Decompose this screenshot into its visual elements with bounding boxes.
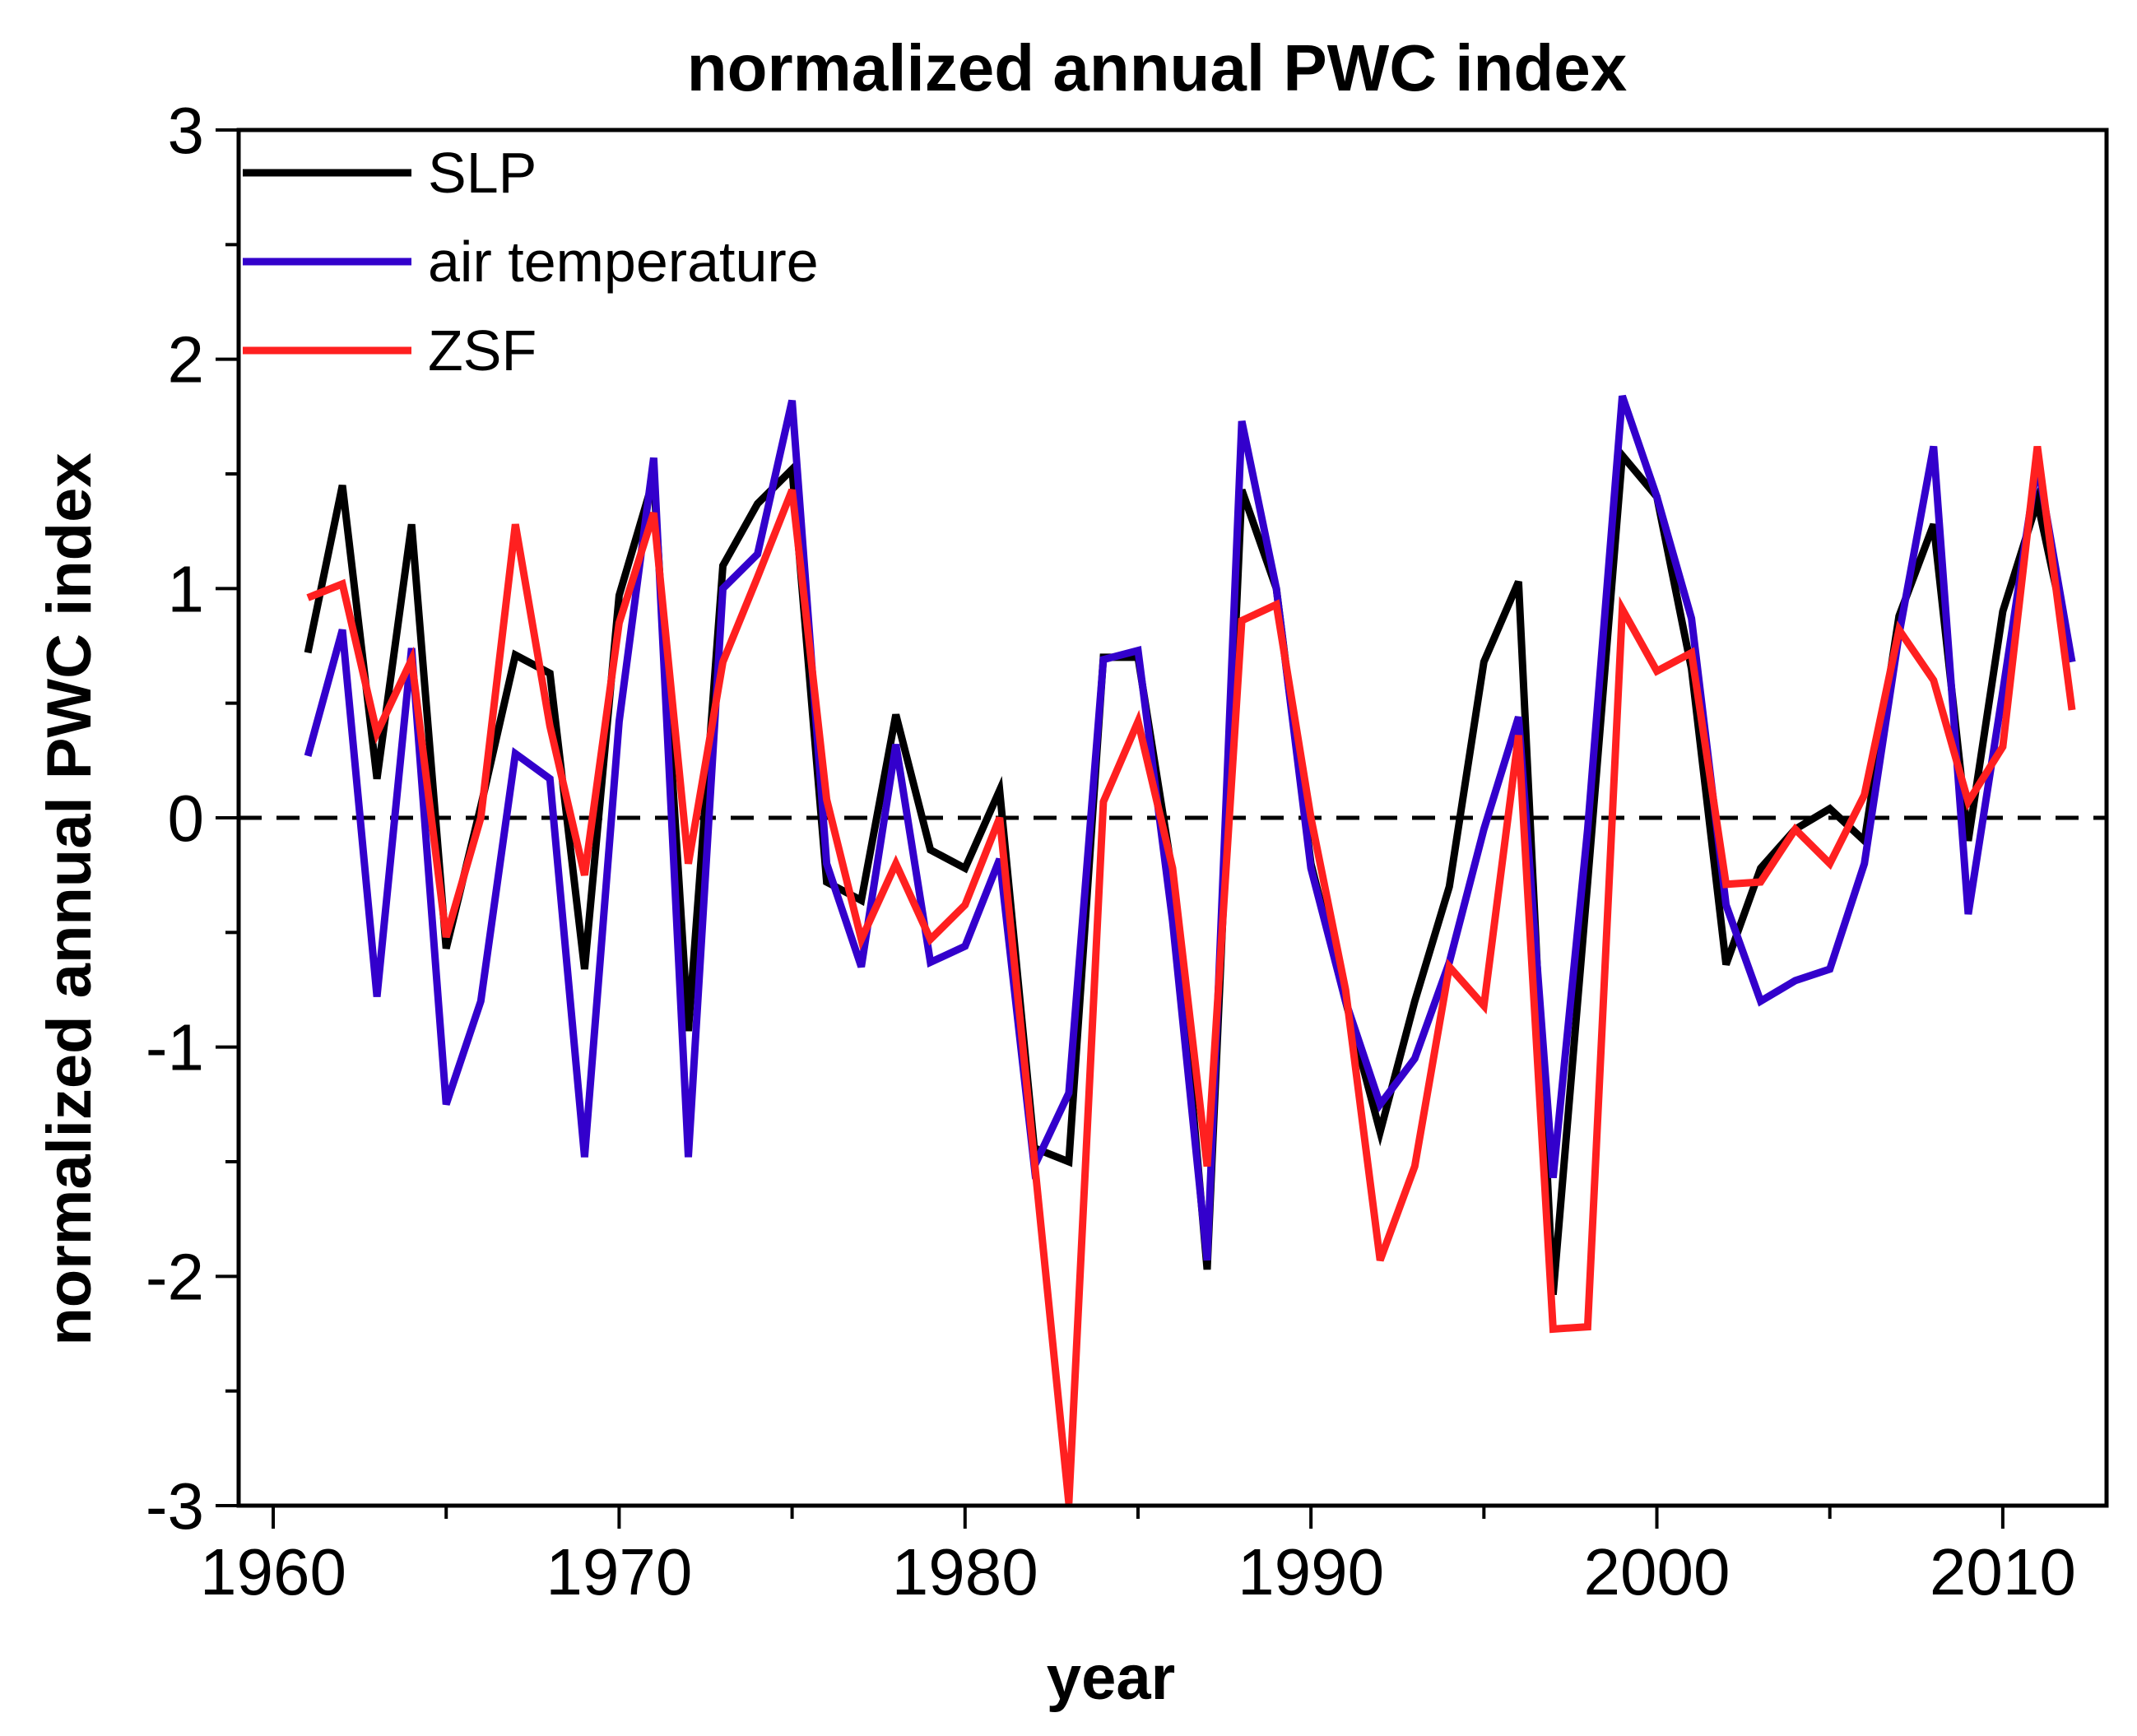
y-tick-label: -1 xyxy=(146,1011,204,1084)
y-tick-label: 1 xyxy=(168,552,205,625)
chart-title: normalized annual PWC index xyxy=(687,31,1627,104)
legend-label-zsf: ZSF xyxy=(428,318,537,383)
legend: SLP air temperature ZSF xyxy=(243,141,819,383)
y-tick-label: -2 xyxy=(146,1240,204,1313)
series-line-slp xyxy=(304,446,2076,1295)
x-axis-label: year xyxy=(1047,1643,1175,1713)
x-tick-label: 1970 xyxy=(546,1535,692,1608)
series-line-zsf xyxy=(306,446,2076,1504)
series-line-air-temperature xyxy=(304,394,2076,1261)
x-tick-label: 1980 xyxy=(892,1535,1038,1608)
x-tick-label: 2000 xyxy=(1584,1535,1731,1608)
plot-frame xyxy=(236,128,2109,1508)
y-tick-label: 3 xyxy=(168,94,205,167)
x-tick-label: 2010 xyxy=(1930,1535,2076,1608)
y-tick-label: 0 xyxy=(168,782,205,855)
axis-ticks xyxy=(216,128,2005,1529)
series-lines xyxy=(304,394,2076,1504)
axis-tick-labels: 1960 1970 1980 1990 2000 2010 -3 -2 -1 0 1 2 3 xyxy=(146,94,2076,1608)
x-tick-label: 1990 xyxy=(1238,1535,1384,1608)
legend-label-slp: SLP xyxy=(428,141,537,205)
x-tick-label: 1960 xyxy=(200,1535,346,1608)
y-tick-label: -3 xyxy=(146,1469,204,1543)
y-tick-label: 2 xyxy=(168,323,205,397)
y-axis-label: normalized annual PWC index xyxy=(35,453,105,1345)
legend-label-air-temperature: air temperature xyxy=(428,230,819,294)
